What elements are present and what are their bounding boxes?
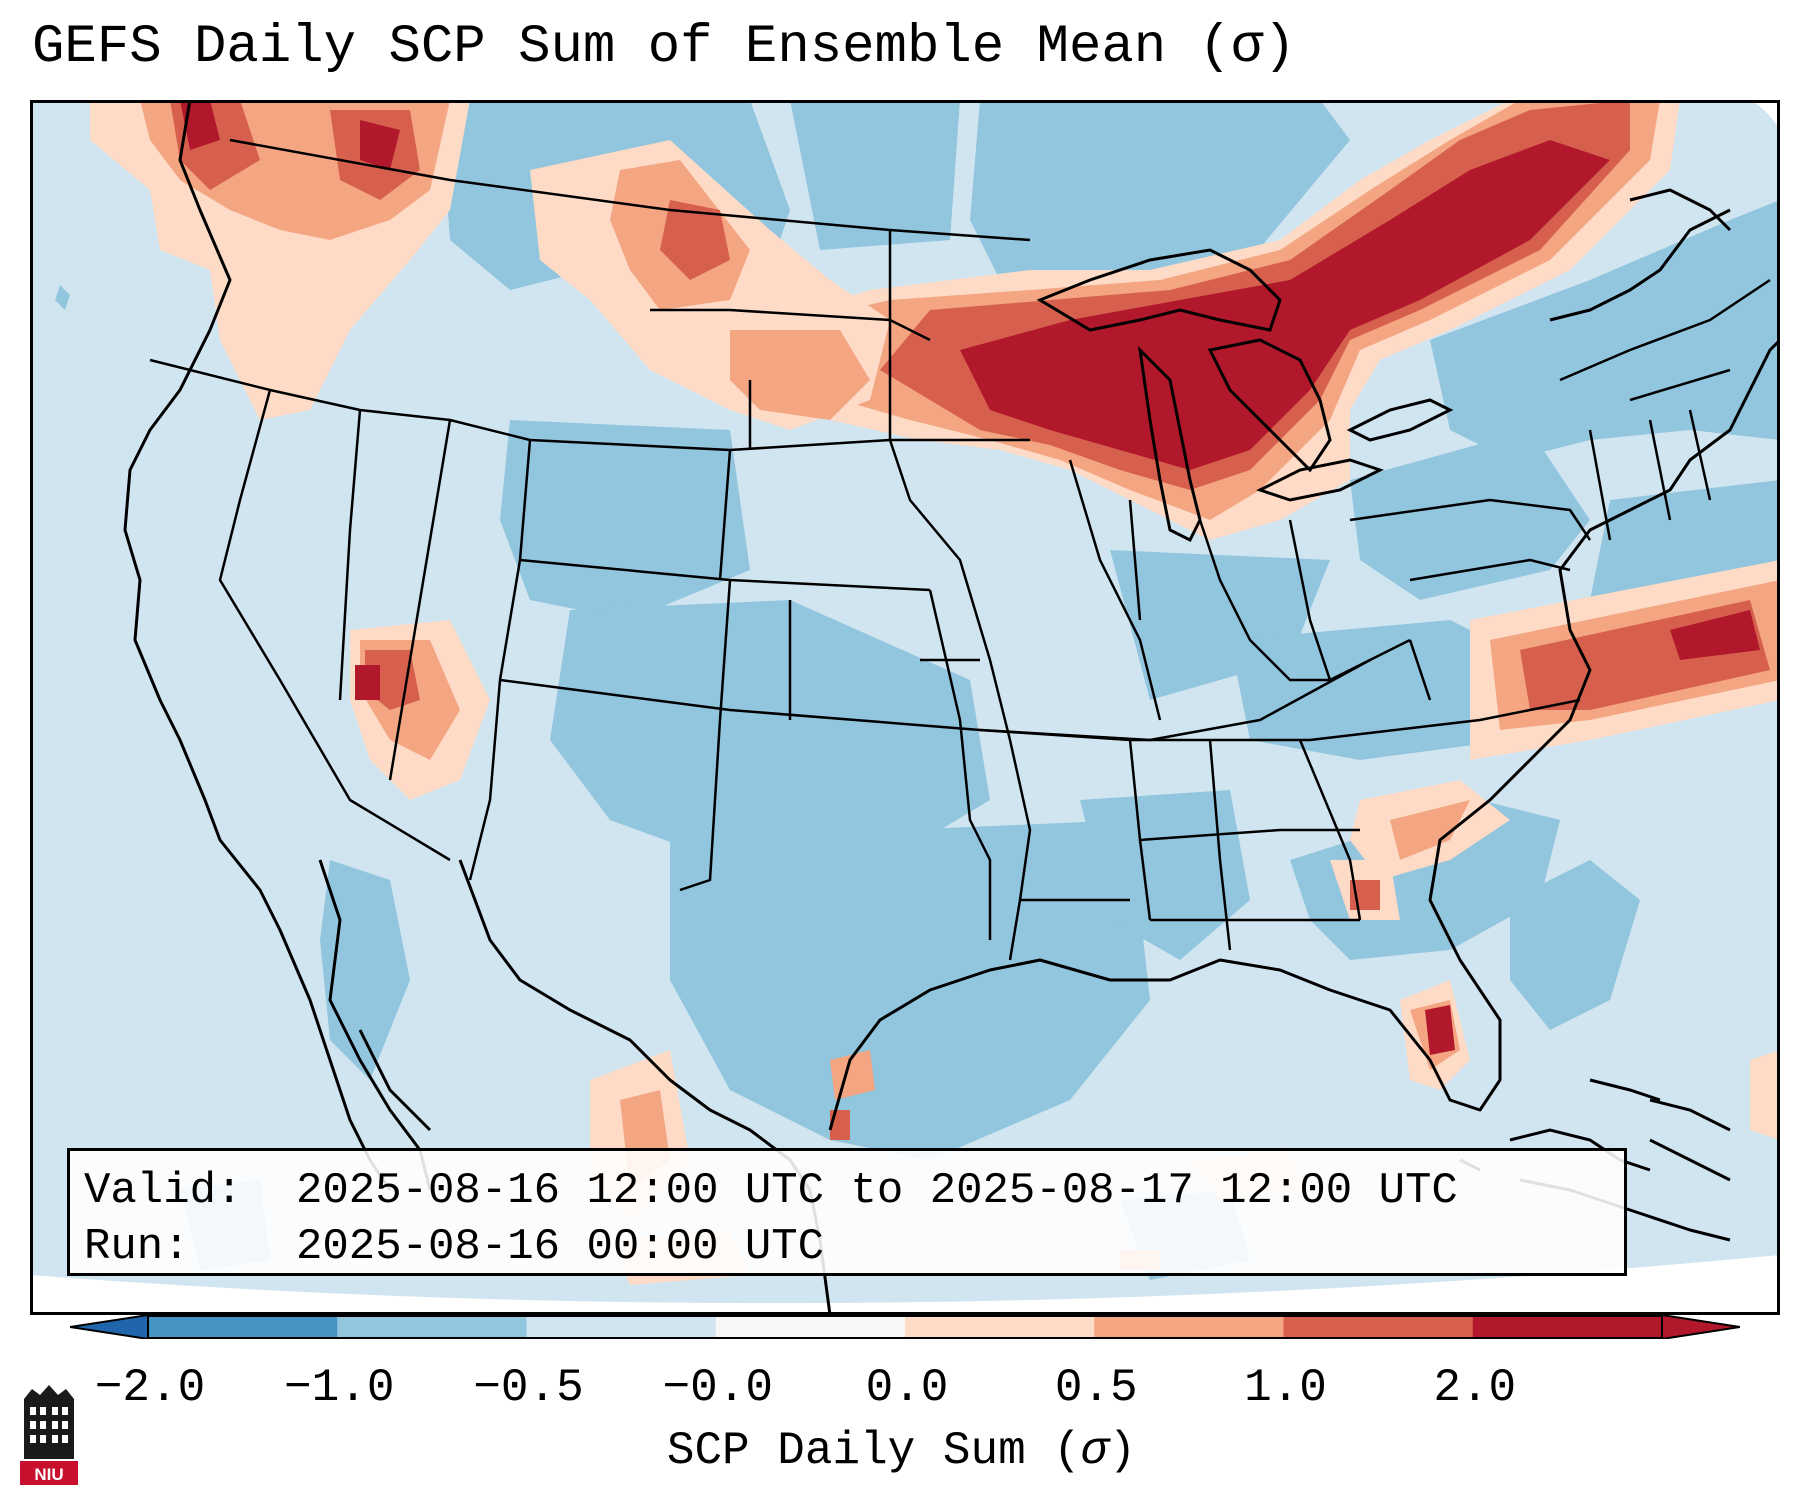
colorbar-tick-label: 0.5 [1054,1362,1138,1414]
colorbar-segment [1472,1316,1663,1338]
colorbar-segment [1283,1316,1474,1338]
colorbar-tick-label: 0.0 [865,1362,949,1414]
colorbar-segment [148,1316,338,1338]
positive-anomaly-regions [90,100,1780,1285]
colorbar [70,1315,1740,1339]
colorbar-tick-label: 1.0 [1244,1362,1327,1414]
colorbar-title-text: SCP Daily Sum ( [666,1425,1081,1477]
colorbar-extend-high [1661,1315,1740,1339]
colorbar-segment [1094,1316,1284,1338]
colorbar-segment [715,1316,906,1338]
chart-title: GEFS Daily SCP Sum of Ensemble Mean (σ) [32,17,1296,78]
valid-time: 2025-08-16 12:00 UTC to 2025-08-17 12:00… [296,1166,1458,1216]
colorbar-tick-label: −0.0 [662,1362,773,1414]
colorbar-segment [337,1316,527,1338]
map-panel [30,100,1780,1315]
run-label: Run: [84,1222,190,1272]
colorbar-extend-low [70,1315,149,1339]
state-borders [149,138,1771,961]
colorbar-title-end: ) [1108,1425,1137,1477]
map-outside-corner [30,1255,1780,1315]
colorbar-tick-label: −0.5 [473,1362,584,1414]
colorbar-segment [905,1316,1095,1338]
colorbar-segments [148,1316,1663,1338]
colorbar-tick-label: −1.0 [284,1362,395,1414]
valid-label: Valid: [84,1166,243,1216]
logo-text: NIU [34,1465,63,1484]
map-frame [30,100,1780,1315]
great-lakes [1036,248,1454,543]
colorbar-tick-label: −2.0 [94,1362,206,1414]
run-time: 2025-08-16 00:00 UTC [296,1222,825,1272]
valid-run-box: Valid: 2025-08-16 12:00 UTC to 2025-08-17… [67,1148,1627,1276]
niu-logo: NIU [20,1385,78,1485]
colorbar-title-symbol: σ [1080,1425,1109,1477]
colorbar-segment [526,1316,717,1338]
colorbar-tick-label: 2.0 [1433,1362,1517,1414]
colorbar-title: SCP Daily Sum (σ) [0,1425,1803,1477]
colorbar-frame [147,1315,1663,1339]
